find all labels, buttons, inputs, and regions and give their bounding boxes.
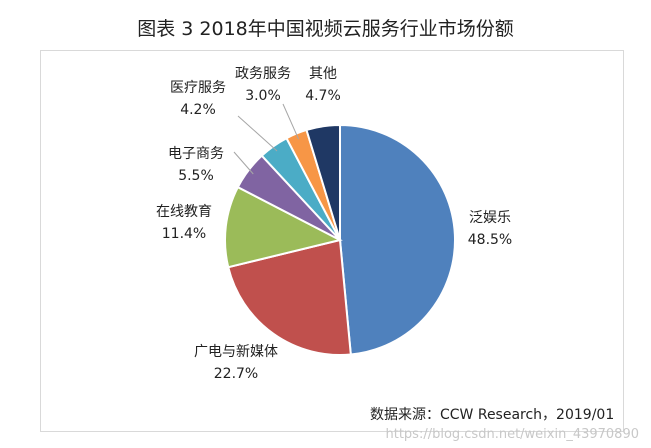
- pie-slice-broadcast-new-media: [227, 238, 352, 356]
- slice-label-online-education: 在线教育: [156, 204, 212, 220]
- slice-value-others: 4.7%: [305, 88, 341, 104]
- pie-slice-online-education: [224, 185, 343, 269]
- slice-label-e-commerce: 电子商务: [168, 146, 224, 162]
- leader-line-e-commerce: [233, 151, 254, 175]
- slice-value-entertainment: 48.5%: [468, 232, 512, 248]
- watermark: https://blog.csdn.net/weixin_43970890: [385, 427, 639, 442]
- chart-title: 图表 3 2018年中国视频云服务行业市场份额: [137, 18, 514, 40]
- pie-slice-entertainment: [339, 123, 456, 356]
- slice-value-broadcast-new-media: 22.7%: [214, 366, 258, 382]
- source-note: 数据来源：CCW Research，2019/01: [370, 407, 615, 423]
- slice-label-medical-services: 医疗服务: [170, 80, 226, 96]
- slice-value-e-commerce: 5.5%: [178, 168, 214, 184]
- slice-value-government-services: 3.0%: [245, 88, 281, 104]
- slice-value-medical-services: 4.2%: [180, 102, 216, 118]
- slice-label-others: 其他: [309, 66, 337, 82]
- slice-label-government-services: 政务服务: [235, 66, 291, 82]
- leader-line-government-services: [282, 103, 300, 140]
- slice-value-online-education: 11.4%: [162, 226, 206, 242]
- slice-label-entertainment: 泛娱乐: [469, 210, 511, 226]
- pie-slice-others: [305, 123, 341, 241]
- leader-line-medical-services: [237, 115, 278, 152]
- slice-label-broadcast-new-media: 广电与新媒体: [194, 344, 278, 360]
